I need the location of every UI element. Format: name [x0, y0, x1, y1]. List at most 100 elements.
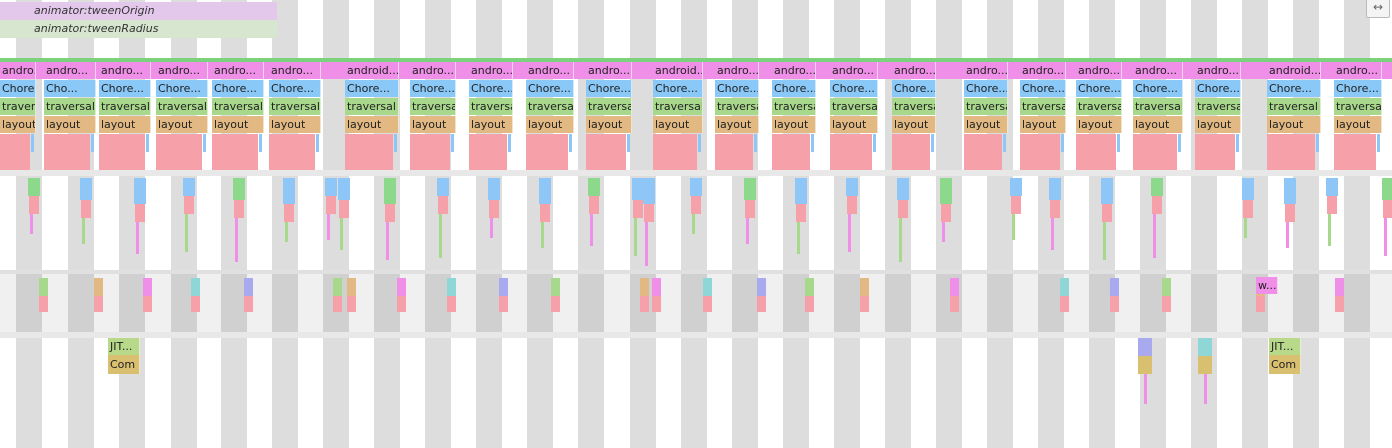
layout-slice[interactable]: layout — [269, 116, 321, 133]
traversal-slice[interactable]: traversal — [964, 98, 1008, 115]
traversal-slice[interactable]: traversal — [1195, 98, 1241, 115]
android-slice[interactable]: android.... — [345, 62, 399, 79]
choreographer-slice[interactable]: Chore... — [345, 80, 399, 97]
layout-slice[interactable]: layout — [526, 116, 574, 133]
layout-slice[interactable]: layout — [212, 116, 264, 133]
choreographer-slice[interactable]: Chore... — [964, 80, 1008, 97]
android-slice[interactable]: andro... — [469, 62, 513, 79]
choreographer-slice[interactable]: Chore... — [1076, 80, 1122, 97]
choreographer-slice[interactable]: Chore... — [830, 80, 878, 97]
android-slice[interactable]: andro... — [269, 62, 321, 79]
android-slice[interactable]: andro... — [212, 62, 264, 79]
android-slice[interactable]: andro... — [1076, 62, 1122, 79]
layout-slice[interactable]: layout — [345, 116, 399, 133]
traversal-slice[interactable]: traversal — [586, 98, 632, 115]
choreographer-slice[interactable]: Chore... — [1020, 80, 1066, 97]
traversal-slice[interactable]: traversal — [99, 98, 151, 115]
android-slice[interactable]: andro... — [1020, 62, 1066, 79]
android-slice[interactable]: andro... — [410, 62, 456, 79]
layout-slice[interactable]: layout — [1267, 116, 1321, 133]
traversal-slice[interactable]: traversal — [1020, 98, 1066, 115]
layout-slice[interactable]: layout — [44, 116, 96, 133]
choreographer-slice[interactable]: Chore... — [715, 80, 759, 97]
layout-slice[interactable]: layout — [586, 116, 632, 133]
traversal-slice[interactable]: traversal — [892, 98, 936, 115]
choreographer-slice[interactable]: Chore... — [269, 80, 321, 97]
android-slice[interactable]: android.... — [653, 62, 703, 79]
android-slice[interactable]: andro... — [892, 62, 936, 79]
layout-slice[interactable]: layout — [0, 116, 36, 133]
traversal-slice[interactable]: traversal — [410, 98, 456, 115]
traversal-slice[interactable]: traversal — [0, 98, 36, 115]
layout-slice[interactable]: layout — [772, 116, 816, 133]
choreographer-slice[interactable]: Chore... — [156, 80, 208, 97]
layout-slice[interactable]: layout — [1133, 116, 1183, 133]
android-slice[interactable]: andro... — [715, 62, 759, 79]
android-slice[interactable]: andro... — [0, 62, 36, 79]
layout-slice[interactable]: layout — [1195, 116, 1241, 133]
counter-tween-radius[interactable]: animator:tweenRadius — [0, 20, 277, 38]
android-slice[interactable]: andro... — [772, 62, 816, 79]
layout-slice[interactable]: layout — [410, 116, 456, 133]
traversal-slice[interactable]: traversal — [526, 98, 574, 115]
choreographer-slice[interactable]: Chore... — [212, 80, 264, 97]
layout-slice[interactable]: layout — [830, 116, 878, 133]
layout-slice[interactable]: layout — [653, 116, 703, 133]
jit-slice[interactable]: JIT... — [108, 338, 140, 355]
traversal-slice[interactable]: traversal — [715, 98, 759, 115]
android-slice[interactable]: andro... — [586, 62, 632, 79]
expand-icon[interactable]: ↔ — [1366, 0, 1390, 18]
com-slice[interactable]: Com — [1269, 355, 1301, 374]
choreographer-slice[interactable]: Chore... — [892, 80, 936, 97]
android-slice[interactable]: android.... — [1267, 62, 1321, 79]
choreographer-slice[interactable]: Chore... — [653, 80, 703, 97]
choreographer-slice[interactable]: Chore... — [1133, 80, 1183, 97]
traversal-slice[interactable]: traversal — [1076, 98, 1122, 115]
choreographer-slice[interactable]: Chore... — [586, 80, 632, 97]
layout-slice[interactable]: layout — [1076, 116, 1122, 133]
layout-slice[interactable]: layout — [964, 116, 1008, 133]
traversal-slice[interactable]: traversal — [469, 98, 513, 115]
worker-w-slice[interactable]: w... — [1256, 277, 1278, 294]
traversal-slice[interactable]: traversal — [269, 98, 321, 115]
traversal-slice[interactable]: traversal — [44, 98, 96, 115]
choreographer-slice[interactable]: Chore... — [526, 80, 574, 97]
android-slice[interactable]: andro... — [830, 62, 878, 79]
layout-slice[interactable]: layout — [892, 116, 936, 133]
choreographer-slice[interactable]: Cho... — [44, 80, 96, 97]
traversal-slice[interactable]: traversal — [1133, 98, 1183, 115]
layout-slice[interactable]: layout — [469, 116, 513, 133]
choreographer-slice[interactable]: Chore... — [469, 80, 513, 97]
android-slice[interactable]: andro... — [526, 62, 574, 79]
choreographer-slice[interactable]: Chore... — [772, 80, 816, 97]
choreographer-slice[interactable]: Chore... — [99, 80, 151, 97]
traversal-slice[interactable]: traversal — [156, 98, 208, 115]
android-slice[interactable]: andro... — [156, 62, 208, 79]
layout-slice[interactable]: layout — [1020, 116, 1066, 133]
traversal-slice[interactable]: traversal — [830, 98, 878, 115]
traversal-slice[interactable]: traversal — [1334, 98, 1382, 115]
counter-tween-origin[interactable]: animator:tweenOrigin — [0, 2, 277, 20]
com-slice[interactable]: Com — [108, 355, 140, 374]
traversal-slice[interactable]: traversal — [653, 98, 703, 115]
choreographer-slice[interactable]: Chore... — [1195, 80, 1241, 97]
traversal-slice[interactable]: traversal — [1267, 98, 1321, 115]
choreographer-slice[interactable]: Chore... — [1267, 80, 1321, 97]
layout-slice[interactable]: layout — [1334, 116, 1382, 133]
traversal-slice[interactable]: traversal — [772, 98, 816, 115]
layout-slice[interactable]: layout — [156, 116, 208, 133]
traversal-slice[interactable]: traversal — [345, 98, 399, 115]
traversal-slice[interactable]: traversal — [212, 98, 264, 115]
layout-slice[interactable]: layout — [715, 116, 759, 133]
layout-slice[interactable]: layout — [99, 116, 151, 133]
android-slice[interactable]: andro... — [964, 62, 1008, 79]
choreographer-slice[interactable]: Chore... — [0, 80, 36, 97]
android-slice[interactable]: andro... — [44, 62, 96, 79]
android-slice[interactable]: andro... — [1195, 62, 1241, 79]
jit-slice[interactable]: JIT... — [1269, 338, 1301, 355]
android-slice[interactable]: andro... — [1334, 62, 1382, 79]
choreographer-slice[interactable]: Chore... — [410, 80, 456, 97]
choreographer-slice[interactable]: Chore... — [1334, 80, 1382, 97]
android-slice[interactable]: andro... — [1133, 62, 1183, 79]
android-slice[interactable]: andro... — [99, 62, 151, 79]
